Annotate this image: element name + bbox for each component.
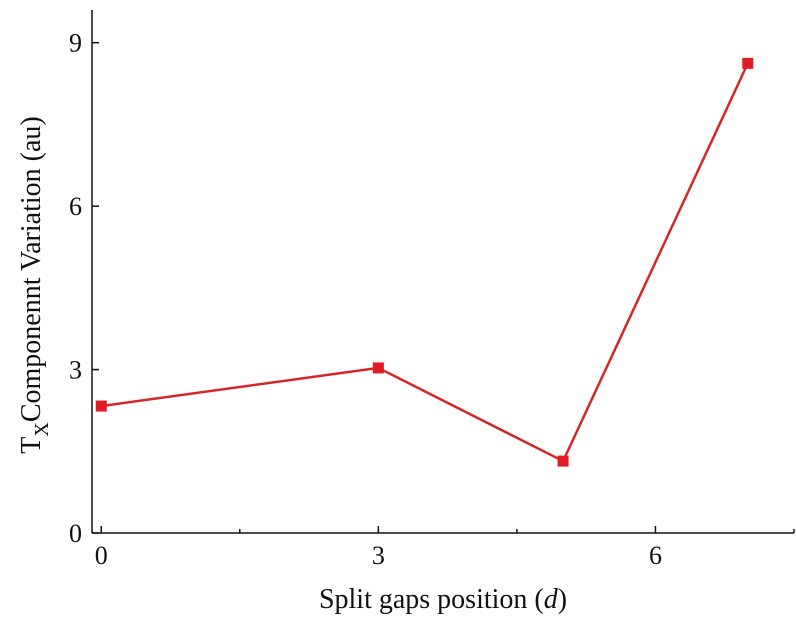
axes <box>91 10 794 534</box>
data-point <box>372 362 384 374</box>
x-tick-label: 0 <box>95 541 108 570</box>
data-point <box>557 455 569 467</box>
ticks: 0 3 6 9 0 3 6 <box>69 29 795 570</box>
series-line <box>101 62 749 463</box>
x-axis-title: Split gaps position (d) <box>319 584 567 615</box>
x-tick-label: 6 <box>649 541 662 570</box>
data-point <box>95 400 107 412</box>
x-tick-label: 3 <box>372 541 385 570</box>
data-point <box>742 57 754 69</box>
y-tick-label: 6 <box>69 192 82 221</box>
y-tick-label: 3 <box>69 356 82 385</box>
series <box>95 57 754 467</box>
y-axis-title: TXComponennt Variation (au) <box>16 116 53 453</box>
y-tick-label: 9 <box>69 29 82 58</box>
y-tick-label: 0 <box>69 519 82 548</box>
